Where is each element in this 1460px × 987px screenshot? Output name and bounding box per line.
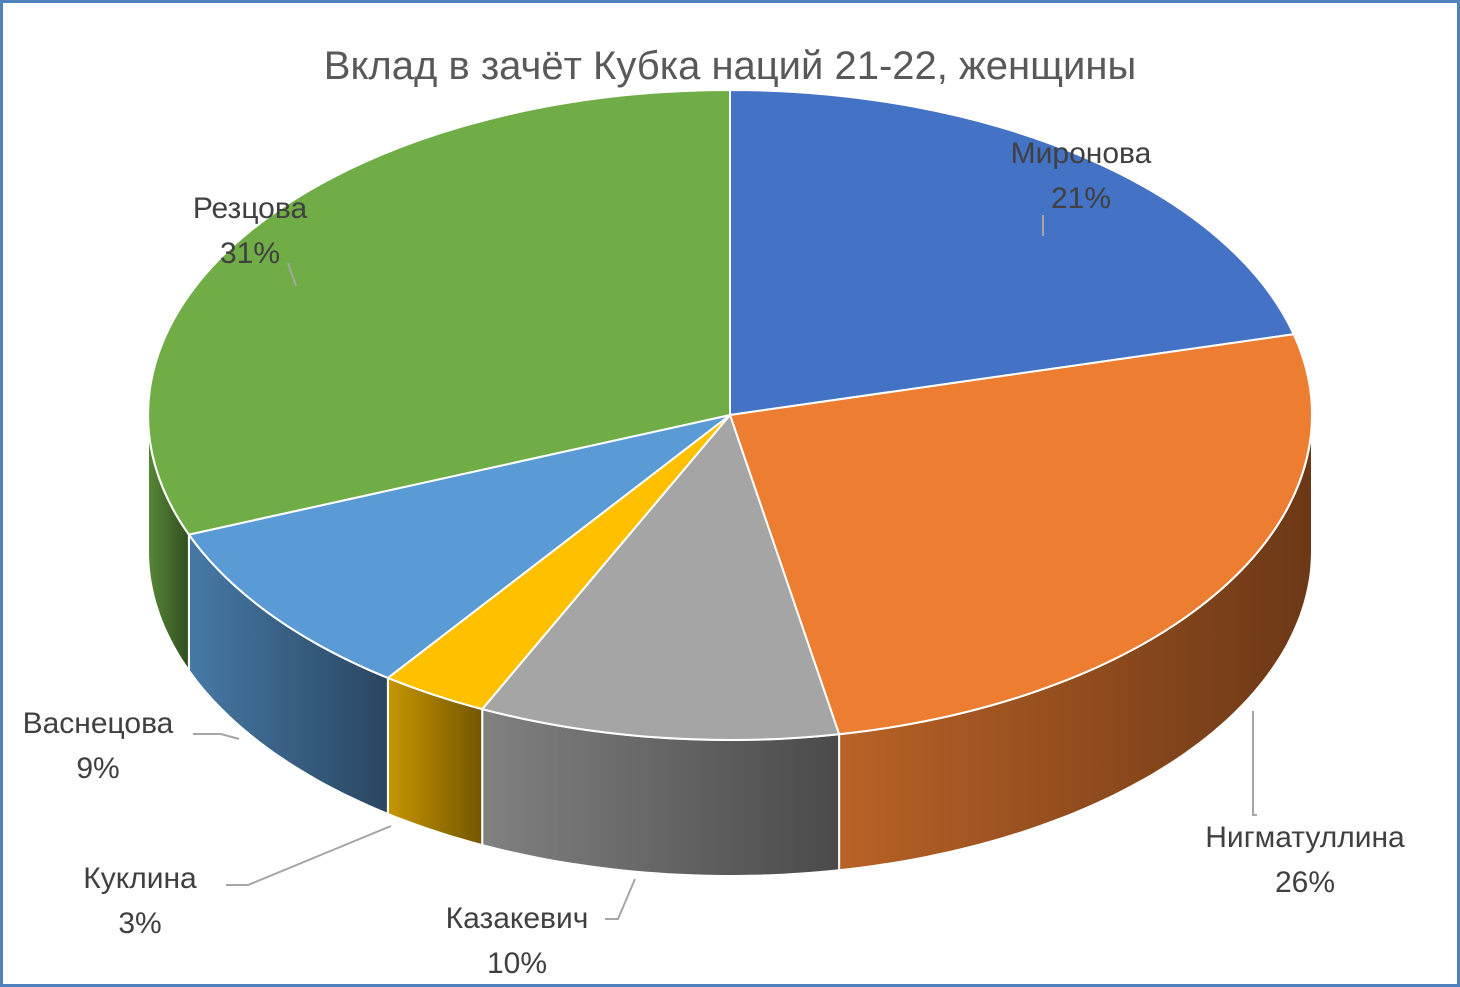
slice-percent-label: 26% [1275,866,1335,899]
data-labels: Миронова 21% Нигматуллина 26% Казакевич 10% Ку… [23,137,1405,980]
data-label-миронова: Миронова 21% [1011,137,1152,215]
slice-name-label: Нигматуллина [1205,821,1405,854]
pie-slice-нигматуллина [728,333,1313,736]
data-label-нигматуллина: Нигматуллина 26% [1205,821,1405,899]
data-label-казакевич: Казакевич 10% [446,902,589,980]
pie-sides [147,414,1313,877]
leader-line-резцова [287,262,297,287]
leader-line-нигматуллина [1252,711,1257,816]
slice-name-label: Миронова [1011,137,1152,170]
leader-line-казакевич [605,878,636,920]
slice-percent-label: 31% [220,237,280,270]
leader-lines [193,215,1257,920]
slice-name-label: Казакевич [446,902,589,935]
slice-name-label: Васнецова [23,707,174,740]
pie-slice-васнецова [187,414,731,680]
slice-name-label: Резцова [193,192,308,225]
leader-line-куклина [226,825,392,886]
pie-slice-резцова [147,88,731,536]
pie-slice-казакевич [480,413,841,741]
leader-line-васнецова [193,733,240,740]
slice-percent-label: 3% [118,907,161,940]
slice-name-label: Куклина [83,862,197,895]
pie-chart: Вклад в зачёт Кубка наций 21-22, женщины… [23,44,1405,980]
chart-title: Вклад в зачёт Кубка наций 21-22, женщины [324,44,1136,88]
slice-percent-label: 21% [1051,182,1111,215]
data-label-куклина: Куклина 3% [83,862,197,940]
data-label-резцова: Резцова 31% [193,192,308,270]
slice-percent-label: 9% [76,752,119,785]
slice-percent-label: 10% [487,947,547,980]
pie-slice-миронова [729,88,1296,417]
data-label-васнецова: Васнецова 9% [23,707,174,785]
pie-tops [147,88,1313,741]
